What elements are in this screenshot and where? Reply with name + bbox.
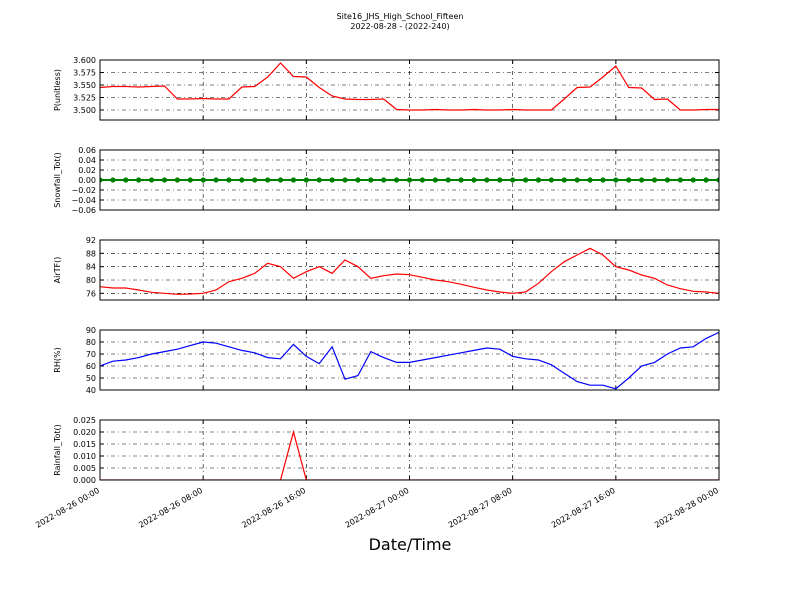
- data-point: [265, 177, 271, 183]
- y-axis-label: Snowfall_Tot(): [53, 152, 62, 208]
- y-tick-label: 40: [86, 386, 96, 395]
- data-point: [419, 177, 425, 183]
- data-point: [548, 177, 554, 183]
- data-point: [471, 177, 477, 183]
- y-tick-label: 90: [86, 326, 96, 335]
- data-point: [406, 177, 413, 183]
- data-point: [639, 177, 645, 183]
- data-point: [123, 177, 129, 183]
- y-tick-label: 0.010: [73, 452, 96, 461]
- data-point: [522, 177, 529, 183]
- y-tick-label: 76: [86, 289, 96, 298]
- chart-subtitle: 2022-08-28 - (2022-240): [350, 22, 449, 31]
- data-point: [136, 177, 142, 183]
- y-tick-label: 3.500: [73, 106, 96, 115]
- data-point: [252, 177, 258, 183]
- data-point: [342, 177, 348, 183]
- y-tick-label: 0.025: [73, 416, 96, 425]
- y-tick-label: 3.600: [73, 56, 96, 65]
- data-point: [535, 177, 542, 183]
- data-point: [574, 177, 580, 183]
- data-point: [561, 177, 567, 183]
- y-axis-label: P(unitless): [53, 69, 62, 111]
- y-tick-label: 0.04: [78, 156, 96, 165]
- data-point: [458, 177, 464, 183]
- chart-title: Site16_JHS_High_School_Fifteen: [337, 12, 464, 21]
- y-tick-label: 50: [86, 374, 96, 383]
- data-point: [510, 177, 516, 183]
- data-point: [613, 177, 619, 183]
- data-line: [100, 331, 719, 390]
- y-tick-label: 0.00: [78, 176, 96, 185]
- plot-area: [100, 247, 719, 295]
- y-tick-label: 80: [86, 276, 96, 285]
- x-axis-label: Date/Time: [369, 535, 452, 554]
- data-point: [110, 177, 116, 183]
- axes-frame: [99, 149, 720, 211]
- y-tick-label: −0.06: [71, 206, 96, 215]
- y-axis-label: AirTF(): [53, 257, 62, 284]
- y-tick-label: −0.04: [71, 196, 96, 205]
- y-tick-label: 60: [86, 362, 96, 371]
- y-tick-label: 0.020: [73, 428, 96, 437]
- data-point: [381, 177, 387, 183]
- data-point: [445, 177, 451, 183]
- y-tick-label: 0.005: [73, 464, 96, 473]
- data-point: [651, 177, 658, 183]
- y-tick-label: 92: [86, 236, 96, 245]
- y-tick-label: 88: [86, 249, 96, 258]
- data-point: [213, 177, 219, 183]
- data-line: [100, 62, 719, 111]
- plot-area: [100, 177, 719, 183]
- data-point: [587, 177, 593, 183]
- data-point: [432, 177, 438, 183]
- y-axis-label: RH(%): [53, 347, 62, 372]
- data-point: [484, 177, 490, 183]
- axes-frame: [99, 59, 720, 121]
- axes-frame: [99, 419, 720, 481]
- axes-frame: [99, 239, 720, 301]
- data-point: [174, 177, 180, 183]
- y-tick-label: 3.575: [73, 69, 96, 78]
- data-point: [187, 177, 193, 183]
- y-tick-label: 3.525: [73, 94, 96, 103]
- data-point: [290, 177, 297, 183]
- data-point: [716, 177, 719, 183]
- data-point: [161, 177, 168, 183]
- data-point: [394, 177, 400, 183]
- data-point: [316, 177, 322, 183]
- data-point: [677, 177, 683, 183]
- data-point: [226, 177, 232, 183]
- y-tick-label: 0.02: [78, 166, 96, 175]
- y-tick-label: 80: [86, 338, 96, 347]
- plot-area: [100, 62, 719, 111]
- y-tick-label: 3.550: [73, 81, 96, 90]
- y-tick-label: 0.06: [78, 146, 96, 155]
- data-point: [355, 177, 361, 183]
- data-point: [690, 177, 696, 183]
- data-point: [200, 177, 206, 183]
- data-point: [303, 177, 309, 183]
- data-point: [664, 177, 671, 183]
- y-tick-label: 0.015: [73, 440, 96, 449]
- y-tick-label: 70: [86, 350, 96, 359]
- data-point: [703, 177, 709, 183]
- axes-frame: [99, 329, 720, 391]
- plot-area: [100, 331, 719, 390]
- y-tick-label: −0.02: [71, 186, 96, 195]
- data-point: [148, 177, 155, 183]
- data-point: [368, 177, 374, 183]
- data-point: [600, 177, 606, 183]
- data-point: [239, 177, 245, 183]
- data-point: [277, 177, 284, 183]
- data-point: [626, 177, 632, 183]
- data-line: [100, 247, 719, 295]
- y-axis-label: Rainfall_Tot(): [53, 424, 62, 476]
- data-point: [329, 177, 335, 183]
- y-tick-label: 84: [86, 263, 96, 272]
- y-tick-label: 0.000: [73, 476, 96, 485]
- data-point: [497, 177, 503, 183]
- data-point: [100, 177, 103, 183]
